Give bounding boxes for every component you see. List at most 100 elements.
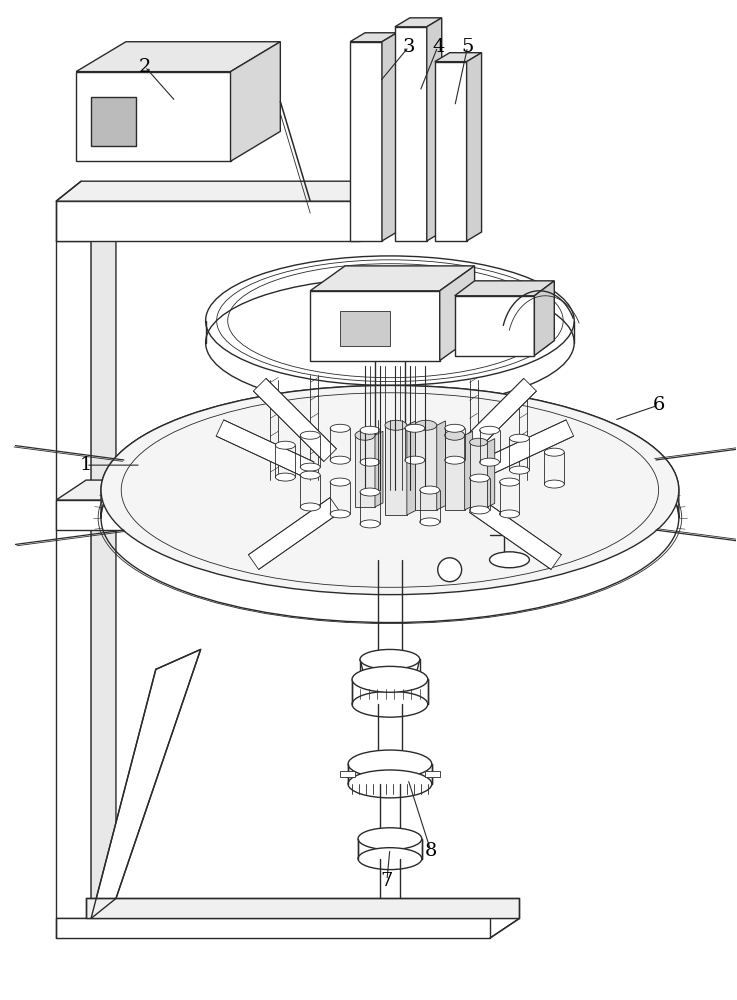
Ellipse shape (360, 649, 420, 669)
Text: 1: 1 (80, 456, 92, 474)
Polygon shape (385, 425, 407, 515)
Ellipse shape (415, 420, 437, 430)
Ellipse shape (358, 848, 422, 870)
Ellipse shape (405, 456, 425, 464)
Ellipse shape (330, 510, 350, 518)
Polygon shape (350, 42, 382, 241)
Ellipse shape (360, 669, 420, 689)
Polygon shape (56, 918, 489, 938)
Polygon shape (56, 500, 400, 530)
Polygon shape (216, 420, 314, 478)
Polygon shape (76, 42, 280, 72)
Polygon shape (425, 771, 440, 777)
Ellipse shape (352, 691, 427, 717)
Ellipse shape (360, 488, 380, 496)
Ellipse shape (469, 438, 488, 446)
Polygon shape (76, 72, 231, 161)
Ellipse shape (217, 260, 563, 382)
Polygon shape (382, 33, 397, 241)
Text: 3: 3 (402, 38, 415, 56)
Ellipse shape (300, 503, 320, 511)
Polygon shape (56, 241, 91, 918)
Ellipse shape (101, 385, 679, 595)
Ellipse shape (352, 666, 427, 692)
Ellipse shape (330, 424, 350, 432)
Ellipse shape (360, 426, 380, 434)
Polygon shape (56, 918, 520, 938)
Polygon shape (464, 431, 472, 510)
Polygon shape (352, 679, 427, 704)
Polygon shape (56, 480, 430, 500)
Ellipse shape (500, 510, 520, 518)
Ellipse shape (358, 828, 422, 850)
Polygon shape (248, 498, 340, 569)
Polygon shape (101, 385, 679, 518)
Text: 6: 6 (652, 396, 665, 414)
Polygon shape (340, 771, 355, 777)
Ellipse shape (405, 424, 425, 432)
Polygon shape (488, 439, 495, 507)
Polygon shape (440, 266, 475, 361)
Polygon shape (310, 266, 475, 291)
Ellipse shape (444, 456, 464, 464)
Ellipse shape (385, 420, 407, 430)
Ellipse shape (360, 520, 380, 528)
Polygon shape (360, 181, 385, 241)
Ellipse shape (509, 466, 529, 474)
Ellipse shape (545, 480, 565, 488)
Ellipse shape (300, 431, 320, 439)
Ellipse shape (444, 424, 464, 432)
Ellipse shape (500, 478, 520, 486)
Polygon shape (355, 435, 375, 507)
Polygon shape (400, 480, 430, 530)
Ellipse shape (480, 426, 500, 434)
Polygon shape (444, 435, 464, 510)
Text: 7: 7 (381, 872, 393, 890)
Polygon shape (469, 442, 488, 507)
Text: 2: 2 (139, 58, 151, 76)
Text: 8: 8 (425, 842, 437, 860)
Ellipse shape (300, 463, 320, 471)
Polygon shape (360, 659, 420, 679)
Polygon shape (350, 33, 397, 42)
Polygon shape (435, 53, 481, 62)
Polygon shape (469, 498, 562, 569)
Ellipse shape (348, 750, 432, 778)
Ellipse shape (480, 458, 500, 466)
Ellipse shape (489, 552, 529, 568)
Ellipse shape (355, 430, 375, 440)
Polygon shape (455, 281, 554, 296)
Polygon shape (86, 898, 520, 918)
Ellipse shape (300, 471, 320, 479)
Polygon shape (437, 421, 445, 510)
Polygon shape (91, 97, 136, 146)
Polygon shape (395, 27, 427, 241)
Ellipse shape (438, 558, 461, 582)
Polygon shape (56, 201, 360, 241)
Polygon shape (375, 431, 383, 507)
Polygon shape (453, 378, 537, 462)
Polygon shape (358, 839, 422, 859)
Text: 4: 4 (432, 38, 444, 56)
Ellipse shape (330, 478, 350, 486)
Polygon shape (56, 221, 116, 241)
Polygon shape (455, 296, 534, 356)
Polygon shape (254, 378, 337, 462)
Polygon shape (427, 18, 441, 241)
Polygon shape (476, 420, 573, 478)
Polygon shape (348, 764, 432, 784)
Polygon shape (310, 291, 440, 361)
Ellipse shape (509, 434, 529, 442)
Ellipse shape (469, 506, 489, 514)
Ellipse shape (276, 473, 296, 481)
Ellipse shape (330, 456, 350, 464)
Polygon shape (395, 18, 441, 27)
Ellipse shape (360, 458, 380, 466)
Ellipse shape (444, 430, 464, 440)
Text: 5: 5 (461, 38, 474, 56)
Ellipse shape (469, 474, 489, 482)
Polygon shape (435, 62, 467, 241)
Polygon shape (467, 53, 481, 241)
Polygon shape (91, 221, 116, 918)
Polygon shape (340, 311, 390, 346)
